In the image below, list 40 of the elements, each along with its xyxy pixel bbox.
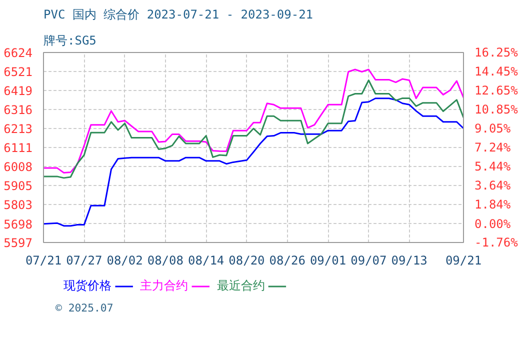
y-tick-label: 6624	[4, 46, 33, 60]
y-tick-label: 5803	[4, 198, 33, 212]
y2-tick-label: 9.05%	[474, 121, 512, 136]
chart-title: PVC 国内 综合价 2023-07-21 - 2023-09-21	[44, 8, 314, 22]
x-tick-label: 08/02	[106, 254, 143, 268]
y2-tick-label: 5.44%	[474, 160, 512, 174]
y-tick-label: 6008	[4, 160, 33, 174]
chart-subtitle: 牌号:SG5	[44, 34, 96, 48]
x-tick-label: 07/21	[25, 254, 62, 268]
y-tick-label: 5698	[4, 217, 33, 232]
legend-label: 现货价格	[64, 278, 112, 292]
y2-tick-label: 3.64%	[474, 178, 512, 193]
x-tick-label: 09/21	[445, 254, 482, 268]
x-tick-label: 08/08	[147, 254, 184, 268]
y-tick-label: 5905	[4, 179, 33, 194]
x-tick-label: 08/20	[228, 254, 265, 268]
text: © 2025.07	[56, 302, 114, 314]
y-tick-label: 5597	[4, 236, 33, 250]
y2-tick-label: 14.45%	[474, 64, 519, 78]
x-tick-label: 09/01	[310, 254, 346, 268]
x-tick-label: 08/26	[269, 254, 306, 268]
y2-tick-label: 7.24%	[474, 140, 512, 155]
y-tick-label: 6419	[4, 84, 33, 98]
legend-label: 主力合约	[140, 278, 188, 292]
x-tick-label: 09/07	[350, 254, 387, 268]
y-tick-label: 6213	[4, 122, 33, 136]
y-tick-label: 6111	[4, 140, 33, 155]
legend-label: 最近合约	[216, 278, 265, 292]
y-tick-label: 6316	[4, 102, 33, 117]
x-tick-label: 09/13	[391, 254, 428, 268]
line-series	[44, 98, 464, 227]
y2-tick-label: 0.00%	[474, 216, 512, 231]
y2-tick-label: 16.25%	[474, 46, 519, 60]
y2-tick-label: 1.84%	[474, 198, 512, 212]
y-tick-label: 6521	[4, 65, 33, 80]
y2-tick-label: -1.76%	[474, 236, 519, 250]
y2-tick-label: 10.85%	[474, 102, 519, 116]
x-tick-label: 08/14	[188, 254, 224, 268]
x-tick-label: 07/27	[66, 254, 102, 268]
y2-tick-label: 12.65%	[474, 83, 519, 98]
